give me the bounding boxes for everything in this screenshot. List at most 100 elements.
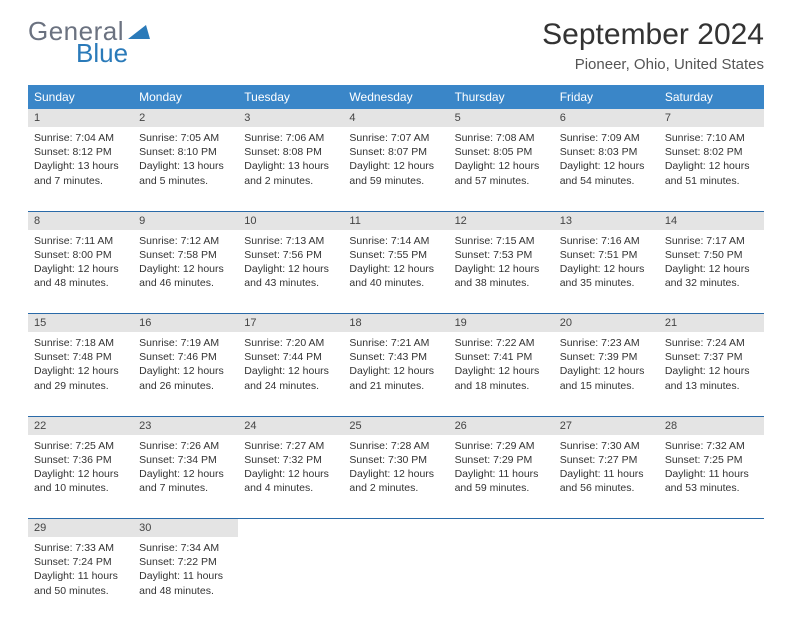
daylight-line: Daylight: 13 hours and 5 minutes. xyxy=(139,159,232,187)
day-number-cell xyxy=(449,519,554,538)
day-details: Sunrise: 7:20 AMSunset: 7:44 PMDaylight:… xyxy=(238,332,343,399)
sunset-line: Sunset: 7:25 PM xyxy=(665,453,758,467)
day-number-cell: 2 xyxy=(133,109,238,127)
day-content-cell: Sunrise: 7:22 AMSunset: 7:41 PMDaylight:… xyxy=(449,332,554,416)
daylight-line: Daylight: 13 hours and 7 minutes. xyxy=(34,159,127,187)
day-number-cell: 8 xyxy=(28,211,133,230)
day-content-cell xyxy=(343,537,448,621)
day-content-cell: Sunrise: 7:28 AMSunset: 7:30 PMDaylight:… xyxy=(343,435,448,519)
daylight-line: Daylight: 12 hours and 46 minutes. xyxy=(139,262,232,290)
day-details: Sunrise: 7:19 AMSunset: 7:46 PMDaylight:… xyxy=(133,332,238,399)
sunset-line: Sunset: 7:27 PM xyxy=(560,453,653,467)
day-number-row: 2930 xyxy=(28,519,764,538)
day-details: Sunrise: 7:34 AMSunset: 7:22 PMDaylight:… xyxy=(133,537,238,604)
calendar-table: Sunday Monday Tuesday Wednesday Thursday… xyxy=(28,85,764,621)
day-details: Sunrise: 7:21 AMSunset: 7:43 PMDaylight:… xyxy=(343,332,448,399)
sunset-line: Sunset: 7:36 PM xyxy=(34,453,127,467)
day-details: Sunrise: 7:08 AMSunset: 8:05 PMDaylight:… xyxy=(449,127,554,194)
daylight-line: Daylight: 11 hours and 48 minutes. xyxy=(139,569,232,597)
weekday-header: Saturday xyxy=(659,85,764,109)
day-content-cell: Sunrise: 7:20 AMSunset: 7:44 PMDaylight:… xyxy=(238,332,343,416)
day-content-cell: Sunrise: 7:19 AMSunset: 7:46 PMDaylight:… xyxy=(133,332,238,416)
day-content-cell: Sunrise: 7:34 AMSunset: 7:22 PMDaylight:… xyxy=(133,537,238,621)
day-details: Sunrise: 7:06 AMSunset: 8:08 PMDaylight:… xyxy=(238,127,343,194)
day-number-cell: 11 xyxy=(343,211,448,230)
day-details: Sunrise: 7:18 AMSunset: 7:48 PMDaylight:… xyxy=(28,332,133,399)
sunrise-line: Sunrise: 7:12 AM xyxy=(139,234,232,248)
day-details: Sunrise: 7:13 AMSunset: 7:56 PMDaylight:… xyxy=(238,230,343,297)
day-number-cell: 20 xyxy=(554,314,659,333)
daylight-line: Daylight: 12 hours and 57 minutes. xyxy=(455,159,548,187)
daylight-line: Daylight: 12 hours and 21 minutes. xyxy=(349,364,442,392)
day-details: Sunrise: 7:07 AMSunset: 8:07 PMDaylight:… xyxy=(343,127,448,194)
sunrise-line: Sunrise: 7:09 AM xyxy=(560,131,653,145)
day-content-cell xyxy=(449,537,554,621)
sunrise-line: Sunrise: 7:21 AM xyxy=(349,336,442,350)
sunrise-line: Sunrise: 7:25 AM xyxy=(34,439,127,453)
sunrise-line: Sunrise: 7:30 AM xyxy=(560,439,653,453)
sunset-line: Sunset: 7:55 PM xyxy=(349,248,442,262)
day-number-cell: 28 xyxy=(659,416,764,435)
day-details: Sunrise: 7:23 AMSunset: 7:39 PMDaylight:… xyxy=(554,332,659,399)
sunrise-line: Sunrise: 7:16 AM xyxy=(560,234,653,248)
sunrise-line: Sunrise: 7:10 AM xyxy=(665,131,758,145)
day-content-cell: Sunrise: 7:24 AMSunset: 7:37 PMDaylight:… xyxy=(659,332,764,416)
daylight-line: Daylight: 12 hours and 4 minutes. xyxy=(244,467,337,495)
day-content-cell: Sunrise: 7:10 AMSunset: 8:02 PMDaylight:… xyxy=(659,127,764,211)
day-content-cell: Sunrise: 7:11 AMSunset: 8:00 PMDaylight:… xyxy=(28,230,133,314)
day-number-cell: 7 xyxy=(659,109,764,127)
day-details: Sunrise: 7:25 AMSunset: 7:36 PMDaylight:… xyxy=(28,435,133,502)
day-number-cell: 15 xyxy=(28,314,133,333)
day-number-cell: 18 xyxy=(343,314,448,333)
day-details: Sunrise: 7:17 AMSunset: 7:50 PMDaylight:… xyxy=(659,230,764,297)
sunrise-line: Sunrise: 7:23 AM xyxy=(560,336,653,350)
day-content-cell: Sunrise: 7:17 AMSunset: 7:50 PMDaylight:… xyxy=(659,230,764,314)
logo-text-blue: Blue xyxy=(76,40,150,66)
day-number-cell: 22 xyxy=(28,416,133,435)
day-number-cell: 21 xyxy=(659,314,764,333)
day-number-cell: 1 xyxy=(28,109,133,127)
day-number-cell: 30 xyxy=(133,519,238,538)
sunrise-line: Sunrise: 7:14 AM xyxy=(349,234,442,248)
day-content-cell xyxy=(659,537,764,621)
sunrise-line: Sunrise: 7:24 AM xyxy=(665,336,758,350)
day-details: Sunrise: 7:33 AMSunset: 7:24 PMDaylight:… xyxy=(28,537,133,604)
day-details: Sunrise: 7:16 AMSunset: 7:51 PMDaylight:… xyxy=(554,230,659,297)
day-content-cell: Sunrise: 7:21 AMSunset: 7:43 PMDaylight:… xyxy=(343,332,448,416)
day-content-cell: Sunrise: 7:23 AMSunset: 7:39 PMDaylight:… xyxy=(554,332,659,416)
daylight-line: Daylight: 12 hours and 43 minutes. xyxy=(244,262,337,290)
day-details: Sunrise: 7:28 AMSunset: 7:30 PMDaylight:… xyxy=(343,435,448,502)
sunset-line: Sunset: 7:30 PM xyxy=(349,453,442,467)
sunset-line: Sunset: 7:50 PM xyxy=(665,248,758,262)
day-content-cell: Sunrise: 7:09 AMSunset: 8:03 PMDaylight:… xyxy=(554,127,659,211)
day-content-cell: Sunrise: 7:14 AMSunset: 7:55 PMDaylight:… xyxy=(343,230,448,314)
sunset-line: Sunset: 7:34 PM xyxy=(139,453,232,467)
day-details: Sunrise: 7:30 AMSunset: 7:27 PMDaylight:… xyxy=(554,435,659,502)
day-number-row: 22232425262728 xyxy=(28,416,764,435)
day-content-row: Sunrise: 7:33 AMSunset: 7:24 PMDaylight:… xyxy=(28,537,764,621)
daylight-line: Daylight: 12 hours and 10 minutes. xyxy=(34,467,127,495)
day-content-cell: Sunrise: 7:05 AMSunset: 8:10 PMDaylight:… xyxy=(133,127,238,211)
sunset-line: Sunset: 7:58 PM xyxy=(139,248,232,262)
sunset-line: Sunset: 7:41 PM xyxy=(455,350,548,364)
day-number-row: 1234567 xyxy=(28,109,764,127)
sunrise-line: Sunrise: 7:15 AM xyxy=(455,234,548,248)
sunrise-line: Sunrise: 7:11 AM xyxy=(34,234,127,248)
day-content-cell: Sunrise: 7:29 AMSunset: 7:29 PMDaylight:… xyxy=(449,435,554,519)
sunset-line: Sunset: 7:53 PM xyxy=(455,248,548,262)
sunrise-line: Sunrise: 7:27 AM xyxy=(244,439,337,453)
daylight-line: Daylight: 12 hours and 2 minutes. xyxy=(349,467,442,495)
weekday-header: Wednesday xyxy=(343,85,448,109)
day-number-cell: 23 xyxy=(133,416,238,435)
day-number-cell: 4 xyxy=(343,109,448,127)
day-content-cell: Sunrise: 7:15 AMSunset: 7:53 PMDaylight:… xyxy=(449,230,554,314)
day-details: Sunrise: 7:12 AMSunset: 7:58 PMDaylight:… xyxy=(133,230,238,297)
daylight-line: Daylight: 12 hours and 35 minutes. xyxy=(560,262,653,290)
day-number-cell: 27 xyxy=(554,416,659,435)
day-number-cell: 24 xyxy=(238,416,343,435)
day-details: Sunrise: 7:24 AMSunset: 7:37 PMDaylight:… xyxy=(659,332,764,399)
day-content-row: Sunrise: 7:25 AMSunset: 7:36 PMDaylight:… xyxy=(28,435,764,519)
sunrise-line: Sunrise: 7:20 AM xyxy=(244,336,337,350)
sunrise-line: Sunrise: 7:29 AM xyxy=(455,439,548,453)
day-number-cell: 13 xyxy=(554,211,659,230)
